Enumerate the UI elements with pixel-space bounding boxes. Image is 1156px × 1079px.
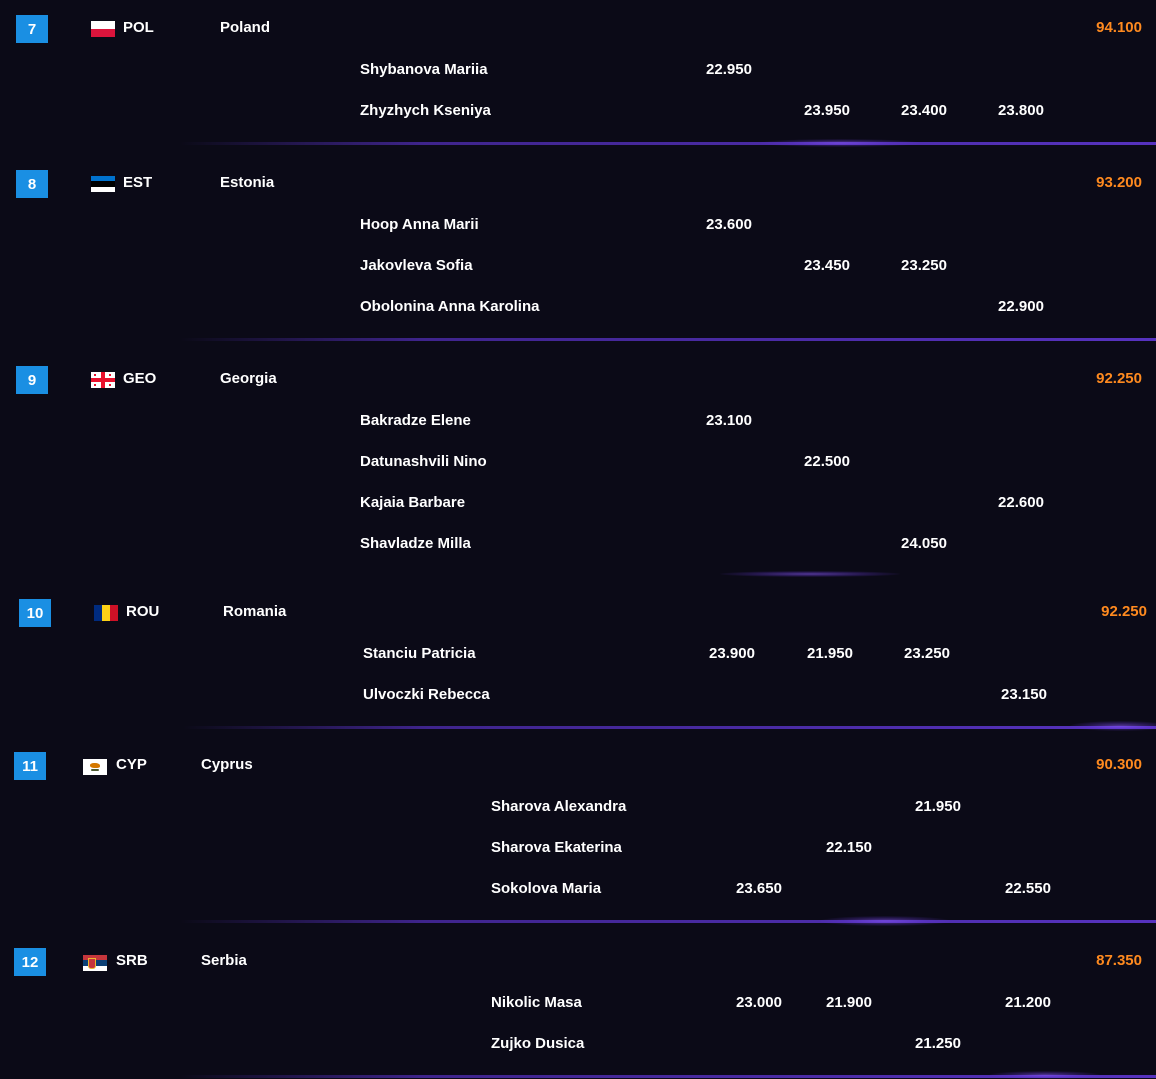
apparatus-score: 23.800 xyxy=(998,102,1044,119)
rank-badge: 9 xyxy=(16,366,48,394)
athlete-name-link[interactable]: Sharova Alexandra xyxy=(491,798,627,815)
apparatus-score: 23.150 xyxy=(1001,686,1047,703)
apparatus-score: 23.250 xyxy=(901,257,947,274)
apparatus-score: 23.000 xyxy=(736,994,782,1011)
team-total-score: 94.100 xyxy=(1096,19,1142,36)
athlete-name-link[interactable]: Sokolova Maria xyxy=(491,880,602,897)
team-country-link[interactable]: Serbia xyxy=(201,952,247,969)
apparatus-score: 22.600 xyxy=(998,494,1044,511)
team-total-score: 90.300 xyxy=(1096,756,1142,773)
apparatus-score: 21.950 xyxy=(915,798,961,815)
athlete-name-link[interactable]: Hoop Anna Marii xyxy=(360,216,479,233)
athlete-name-link[interactable]: Ulvoczki Rebecca xyxy=(363,686,490,703)
athlete-name-link[interactable]: Bakradze Elene xyxy=(360,412,471,429)
athlete-name-link[interactable]: Jakovleva Sofia xyxy=(360,257,473,274)
athlete-name-link[interactable]: Nikolic Masa xyxy=(491,994,582,1011)
team-total-score: 92.250 xyxy=(1096,370,1142,387)
team-code: ROU xyxy=(126,603,160,620)
row-divider xyxy=(180,1075,1156,1078)
team-country-link[interactable]: Georgia xyxy=(220,370,277,387)
athlete-name-link[interactable]: Shavladze Milla xyxy=(360,535,471,552)
flag-serbia-icon xyxy=(83,955,107,971)
flag-cyprus-icon xyxy=(83,759,107,775)
athlete-name-link[interactable]: Obolonina Anna Karolina xyxy=(360,298,540,315)
team-total-score: 93.200 xyxy=(1096,174,1142,191)
flag-poland-icon xyxy=(91,21,115,37)
apparatus-score: 22.950 xyxy=(706,61,752,78)
team-code: GEO xyxy=(123,370,157,387)
apparatus-score: 21.900 xyxy=(826,994,872,1011)
team-code: EST xyxy=(123,174,153,191)
athlete-name-link[interactable]: Shybanova Mariia xyxy=(360,61,488,78)
apparatus-score: 22.900 xyxy=(998,298,1044,315)
team-country-link[interactable]: Romania xyxy=(223,603,287,620)
team-country-link[interactable]: Cyprus xyxy=(201,756,253,773)
flag-romania-icon xyxy=(94,605,118,621)
rank-badge: 11 xyxy=(14,752,46,780)
athlete-name-link[interactable]: Zhyzhych Kseniya xyxy=(360,102,491,119)
divider-glow xyxy=(720,571,900,577)
apparatus-score: 23.100 xyxy=(706,412,752,429)
flag-georgia-icon xyxy=(91,372,115,388)
row-divider xyxy=(180,920,1156,923)
athlete-name-link[interactable]: Zujko Dusica xyxy=(491,1035,585,1052)
rank-badge: 12 xyxy=(14,948,46,976)
divider-glow xyxy=(990,1071,1100,1079)
apparatus-score: 21.950 xyxy=(807,645,853,662)
team-code: POL xyxy=(123,19,154,36)
athlete-name-link[interactable]: Kajaia Barbare xyxy=(360,494,466,511)
team-country-link[interactable]: Estonia xyxy=(220,174,275,191)
rank-badge: 7 xyxy=(16,15,48,43)
row-divider xyxy=(180,338,1156,341)
athlete-name-link[interactable]: Sharova Ekaterina xyxy=(491,839,622,856)
team-code: SRB xyxy=(116,952,148,969)
apparatus-score: 24.050 xyxy=(901,535,947,552)
apparatus-score: 22.500 xyxy=(804,453,850,470)
apparatus-score: 21.200 xyxy=(1005,994,1051,1011)
team-code: CYP xyxy=(116,756,147,773)
divider-glow xyxy=(760,139,920,147)
apparatus-score: 23.900 xyxy=(709,645,755,662)
apparatus-score: 23.400 xyxy=(901,102,947,119)
row-divider xyxy=(180,142,1156,145)
flag-estonia-icon xyxy=(91,176,115,192)
team-total-score: 92.250 xyxy=(1101,603,1147,620)
apparatus-score: 23.250 xyxy=(904,645,950,662)
apparatus-score: 21.250 xyxy=(915,1035,961,1052)
apparatus-score: 23.950 xyxy=(804,102,850,119)
row-divider xyxy=(183,726,1156,729)
apparatus-score: 22.550 xyxy=(1005,880,1051,897)
divider-glow xyxy=(820,916,950,926)
apparatus-score: 23.650 xyxy=(736,880,782,897)
divider-glow xyxy=(1070,721,1156,731)
team-country-link[interactable]: Poland xyxy=(220,19,271,36)
apparatus-score: 23.600 xyxy=(706,216,752,233)
apparatus-score: 22.150 xyxy=(826,839,872,856)
apparatus-score: 23.450 xyxy=(804,257,850,274)
rank-badge: 10 xyxy=(19,599,51,627)
rank-badge: 8 xyxy=(16,170,48,198)
team-total-score: 87.350 xyxy=(1096,952,1142,969)
athlete-name-link[interactable]: Datunashvili Nino xyxy=(360,453,487,470)
athlete-name-link[interactable]: Stanciu Patricia xyxy=(363,645,476,662)
